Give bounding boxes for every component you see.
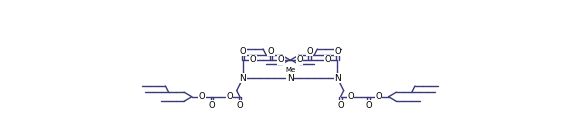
Text: O: O [236, 101, 243, 110]
Text: O: O [375, 92, 382, 101]
Text: O: O [209, 101, 215, 110]
Text: O: O [268, 47, 274, 56]
Text: O: O [348, 92, 354, 101]
Text: O: O [337, 101, 344, 110]
Text: N: N [334, 74, 341, 83]
Text: O: O [334, 47, 341, 56]
Text: O: O [306, 47, 313, 56]
Text: O: O [198, 92, 205, 101]
Text: O: O [324, 55, 331, 64]
Text: Me: Me [285, 67, 295, 73]
Text: O: O [226, 92, 233, 101]
Text: N: N [287, 74, 294, 83]
Text: O: O [365, 101, 372, 110]
Text: N: N [239, 74, 246, 83]
Text: O: O [240, 47, 246, 56]
Text: O: O [296, 55, 303, 64]
Text: O: O [249, 55, 256, 64]
Text: O: O [278, 55, 284, 64]
